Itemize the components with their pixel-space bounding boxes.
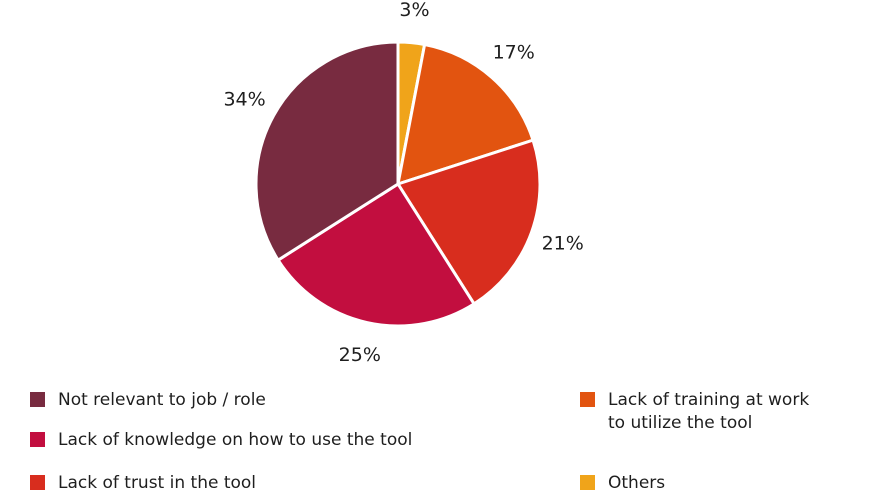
pie-label-lack-of-trust-in-the-tool: 21%: [542, 232, 584, 254]
legend-swatch-lack-of-training: [580, 392, 595, 407]
legend-label-others: Others: [608, 473, 666, 493]
legend-item-not-relevant: Not relevant to job / role: [30, 389, 266, 412]
pie-label-others: 3%: [399, 0, 429, 21]
pie-label-not-relevant-to-job-role: 34%: [223, 89, 265, 111]
pie-slice-not-relevant-to-job-role: [254, 40, 400, 262]
pie-slice-lack-of-training-at-work-to-utilize-the-tool: [396, 43, 535, 186]
legend-label-lack-of-trust: Lack of trust in the tool: [58, 473, 257, 493]
legend-swatch-lack-of-knowledge: [30, 432, 45, 447]
pie-label-lack-of-training-at-work-to-utilize-the-tool: 17%: [493, 42, 535, 64]
legend-item-lack-of-knowledge: Lack of knowledge on how to use the tool: [30, 429, 412, 452]
pie-slice-lack-of-knowledge-on-how-to-use-the-tool: [276, 182, 476, 328]
pie-percent-labels: 3% 17% 21% 25% 34%: [223, 0, 583, 366]
legend-item-lack-of-training: Lack of training at work to utilize the …: [580, 389, 809, 435]
legend-label-lack-of-knowledge: Lack of knowledge on how to use the tool: [58, 430, 413, 450]
pie-chart: 3% 17% 21% 25% 34%: [223, 0, 583, 366]
legend-item-others: Others: [580, 472, 665, 495]
legend-label-not-relevant: Not relevant to job / role: [58, 390, 266, 410]
legend-swatch-not-relevant: [30, 392, 45, 407]
pie-label-lack-of-knowledge-on-how-to-use-the-tool: 25%: [339, 344, 381, 366]
pie-slices: [254, 40, 542, 328]
legend-swatch-others: [580, 475, 595, 490]
pie-slice-lack-of-trust-in-the-tool: [396, 138, 542, 306]
legend-item-lack-of-trust: Lack of trust in the tool: [30, 472, 256, 495]
legend-label-lack-of-training: Lack of training at work to utilize the …: [608, 390, 810, 433]
legend-swatch-lack-of-trust: [30, 475, 45, 490]
